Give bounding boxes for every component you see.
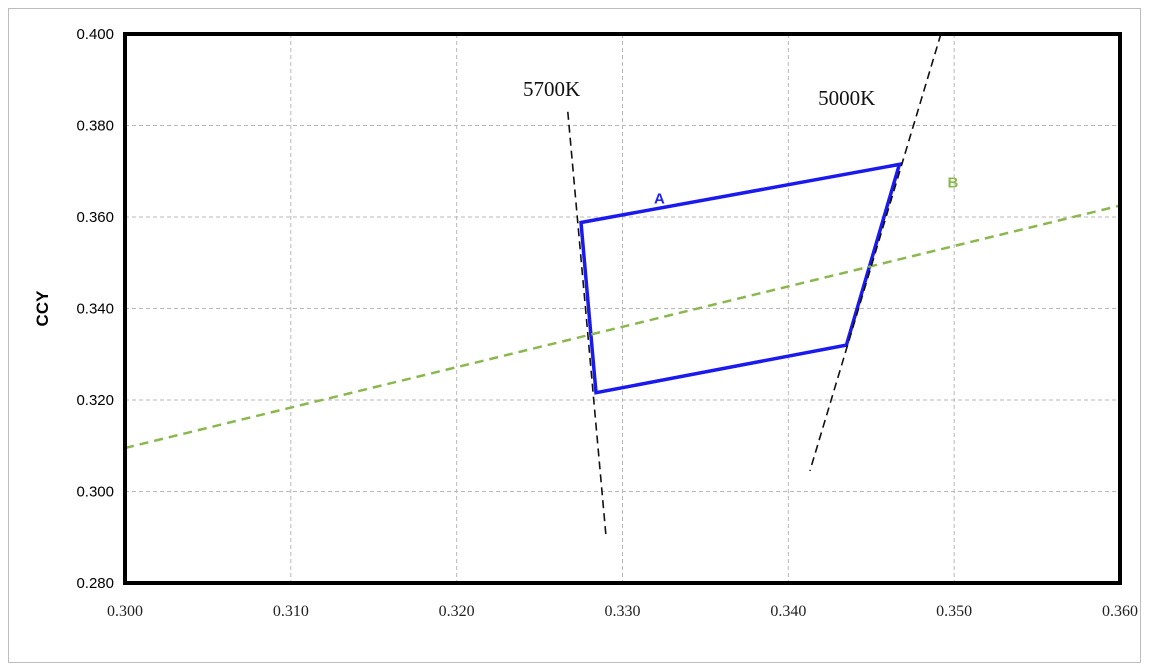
y-tick-label: 0.320 bbox=[76, 392, 114, 409]
y-tick-label: 0.380 bbox=[76, 118, 114, 135]
series-a bbox=[579, 162, 902, 395]
x-tick-label: 0.300 bbox=[107, 603, 143, 620]
series-b bbox=[124, 204, 1121, 450]
y-tick-label: 0.360 bbox=[76, 209, 114, 226]
annotation-b: B bbox=[948, 174, 959, 191]
y-tick-label: 0.340 bbox=[76, 301, 114, 318]
annotations: 5700K 5000K A B bbox=[523, 77, 959, 208]
x-tick-label: 0.360 bbox=[1102, 603, 1138, 620]
y-tick-label: 0.400 bbox=[76, 26, 114, 43]
x-tick-label: 0.320 bbox=[439, 603, 475, 620]
y-tick-label: 0.280 bbox=[76, 575, 114, 592]
annotation-5700k: 5700K bbox=[523, 77, 580, 101]
x-tick-label: 0.310 bbox=[273, 603, 309, 620]
annotation-a: A bbox=[654, 190, 665, 207]
y-tick-label: 0.300 bbox=[76, 484, 114, 501]
x-tick-label: 0.330 bbox=[605, 603, 641, 620]
grid bbox=[125, 34, 1120, 583]
series-layer bbox=[124, 33, 1121, 536]
y-axis-label: CCY bbox=[33, 290, 52, 327]
ticks: 0.300 0.310 0.320 0.330 0.340 0.350 0.360 0.280… bbox=[76, 26, 1138, 620]
series-5000k bbox=[809, 33, 942, 472]
x-tick-label: 0.350 bbox=[936, 603, 972, 620]
plot-border bbox=[123, 32, 1122, 585]
x-tick-label: 0.340 bbox=[770, 603, 806, 620]
annotation-5000k: 5000K bbox=[818, 86, 875, 110]
series-5700k bbox=[567, 111, 607, 536]
chart-frame bbox=[8, 8, 1141, 663]
